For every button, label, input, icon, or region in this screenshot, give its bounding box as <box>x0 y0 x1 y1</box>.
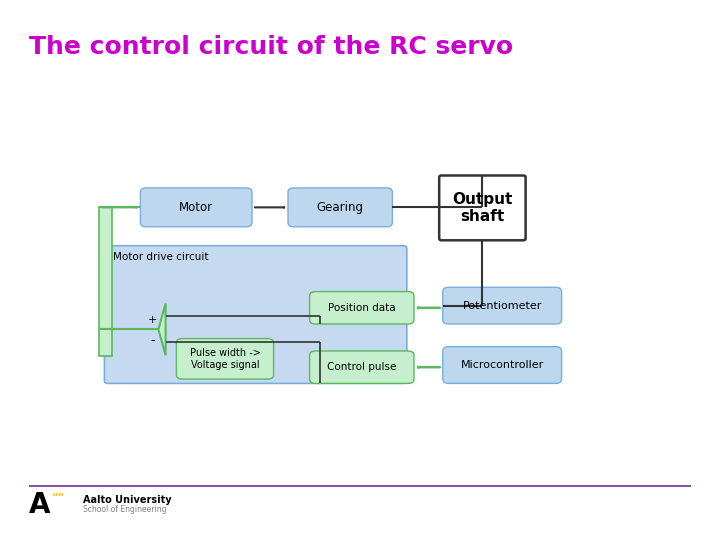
FancyBboxPatch shape <box>176 339 274 379</box>
Text: Output
shaft: Output shaft <box>452 192 513 224</box>
FancyBboxPatch shape <box>439 176 526 240</box>
Text: +: + <box>148 315 158 325</box>
Text: "": "" <box>52 492 65 505</box>
FancyBboxPatch shape <box>443 347 562 383</box>
Text: School of Engineering: School of Engineering <box>83 505 166 514</box>
Text: Motor drive circuit: Motor drive circuit <box>113 252 209 262</box>
FancyBboxPatch shape <box>104 246 407 383</box>
Text: The control circuit of the RC servo: The control circuit of the RC servo <box>29 35 513 59</box>
FancyBboxPatch shape <box>288 188 392 227</box>
Text: Motor: Motor <box>179 201 213 214</box>
FancyBboxPatch shape <box>140 188 252 227</box>
FancyBboxPatch shape <box>99 207 112 356</box>
Text: Position data: Position data <box>328 303 395 313</box>
FancyBboxPatch shape <box>443 287 562 324</box>
Text: Microcontroller: Microcontroller <box>461 360 544 370</box>
Text: Control pulse: Control pulse <box>327 362 397 372</box>
Text: Potentiometer: Potentiometer <box>462 301 542 310</box>
Text: -: - <box>150 334 155 347</box>
Text: A: A <box>29 491 50 519</box>
Text: Gearing: Gearing <box>317 201 364 214</box>
FancyBboxPatch shape <box>310 292 414 324</box>
Text: Aalto University: Aalto University <box>83 495 171 505</box>
Text: Pulse width ->
Voltage signal: Pulse width -> Voltage signal <box>189 348 261 370</box>
Polygon shape <box>158 303 166 355</box>
FancyBboxPatch shape <box>310 351 414 383</box>
